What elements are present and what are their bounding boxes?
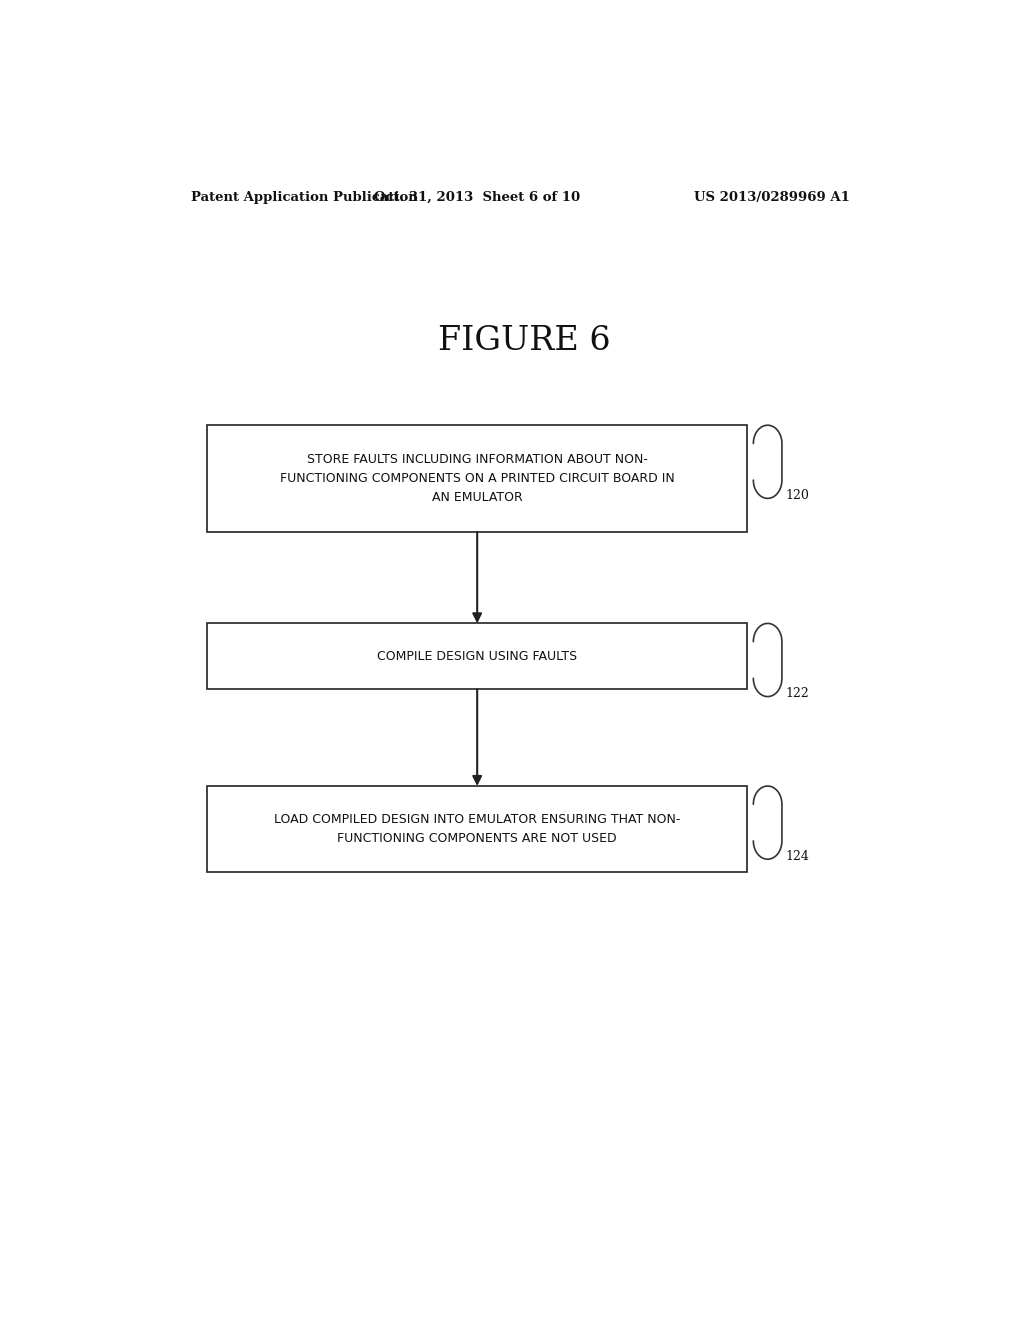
Bar	[207, 623, 748, 689]
Text: Patent Application Publication: Patent Application Publication	[191, 190, 418, 203]
Text: FIGURE 6: FIGURE 6	[438, 325, 611, 358]
Text: COMPILE DESIGN USING FAULTS: COMPILE DESIGN USING FAULTS	[377, 649, 578, 663]
Text: 122: 122	[785, 688, 810, 701]
Text: 124: 124	[785, 850, 810, 863]
Text: STORE FAULTS INCLUDING INFORMATION ABOUT NON-
FUNCTIONING COMPONENTS ON A PRINTE: STORE FAULTS INCLUDING INFORMATION ABOUT…	[280, 453, 675, 504]
Text: 120: 120	[785, 490, 810, 502]
Text: LOAD COMPILED DESIGN INTO EMULATOR ENSURING THAT NON-
FUNCTIONING COMPONENTS ARE: LOAD COMPILED DESIGN INTO EMULATOR ENSUR…	[274, 813, 680, 845]
Text: Oct. 31, 2013  Sheet 6 of 10: Oct. 31, 2013 Sheet 6 of 10	[374, 190, 581, 203]
Bar	[207, 785, 748, 873]
Text: US 2013/0289969 A1: US 2013/0289969 A1	[694, 190, 850, 203]
Bar	[207, 425, 748, 532]
